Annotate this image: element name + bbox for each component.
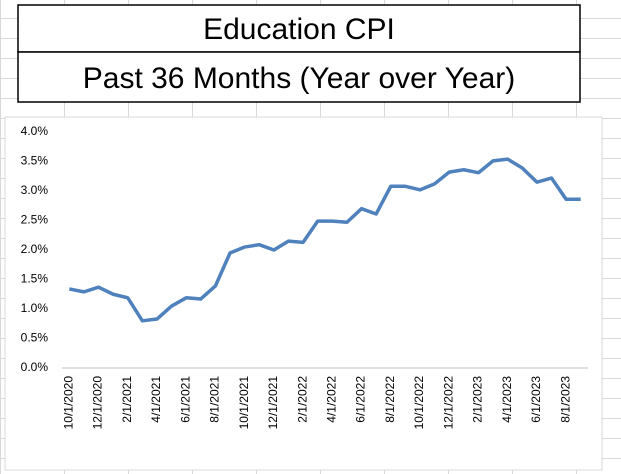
y-tick-label: 3.5% (21, 154, 49, 168)
x-tick-label: 2/1/2023 (471, 376, 485, 423)
x-tick-label: 12/1/2021 (266, 376, 280, 430)
x-tick-label: 6/1/2022 (354, 376, 368, 423)
x-tick-label: 4/1/2021 (149, 376, 163, 423)
chart-title: Education CPI (203, 13, 395, 46)
subtitle-box (17, 51, 581, 103)
x-tick-label: 8/1/2021 (208, 376, 222, 423)
x-tick-label: 8/1/2022 (383, 376, 397, 423)
y-tick-label: 1.0% (21, 301, 49, 315)
y-tick-label: 4.0% (21, 124, 49, 138)
chart-area (4, 116, 603, 471)
y-tick-label: 1.5% (21, 272, 49, 286)
x-tick-label: 12/1/2020 (91, 376, 105, 430)
x-tick-label: 10/1/2022 (412, 376, 426, 430)
x-tick-label: 8/1/2023 (558, 376, 572, 423)
x-tick-label: 10/1/2020 (61, 376, 75, 430)
x-tick-label: 6/1/2021 (178, 376, 192, 423)
y-tick-label: 0.5% (21, 331, 49, 345)
y-tick-label: 2.0% (21, 242, 49, 256)
x-tick-label: 4/1/2023 (500, 376, 514, 423)
x-tick-label: 2/1/2022 (295, 376, 309, 423)
y-tick-label: 3.0% (21, 183, 49, 197)
data-line (68, 157, 581, 323)
x-tick-label: 6/1/2023 (529, 376, 543, 423)
x-tick-label: 2/1/2021 (120, 376, 134, 423)
y-tick-label: 2.5% (21, 213, 49, 227)
x-tick-label: 10/1/2021 (237, 376, 251, 430)
chart-subtitle: Past 36 Months (Year over Year) (83, 62, 515, 95)
x-tick-label: 4/1/2022 (324, 376, 338, 423)
y-tick-label: 0.0% (21, 360, 49, 374)
title-box (17, 4, 581, 53)
x-tick-label: 12/1/2022 (441, 376, 455, 430)
